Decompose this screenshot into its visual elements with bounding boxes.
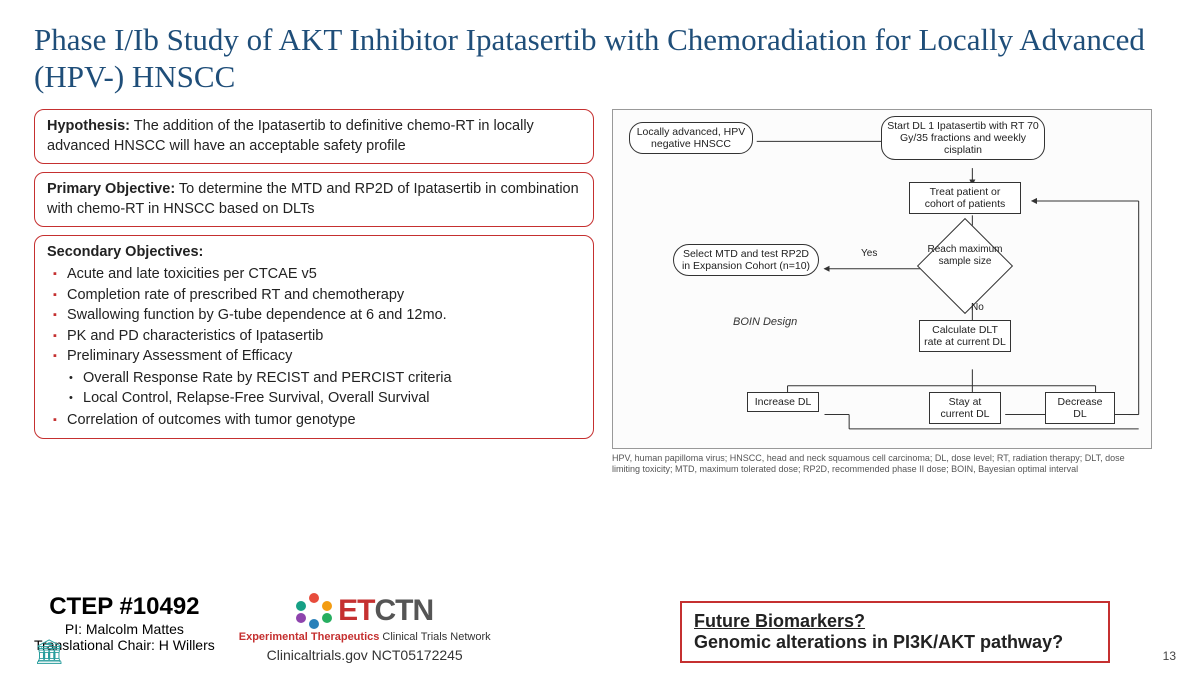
sec-sub-item: Local Control, Relapse-Free Survival, Ov… [69,389,581,409]
flow-abbrev: HPV, human papilloma virus; HNSCC, head … [612,453,1152,474]
sec-item: Correlation of outcomes with tumor genot… [53,411,581,431]
secondary-sublist: Overall Response Rate by RECIST and PERC… [47,369,581,409]
etctn-subtitle: Experimental Therapeutics Clinical Trial… [239,631,491,643]
flow-yes-label: Yes [861,248,877,260]
flow-start-node: Locally advanced, HPV negative HNSCC [629,122,753,154]
hypothesis-lead: Hypothesis: [47,118,130,134]
hypothesis-box: Hypothesis: The addition of the Ipataser… [34,109,594,164]
flow-select-node: Select MTD and test RP2D in Expansion Co… [673,244,819,276]
secondary-list-2: Correlation of outcomes with tumor genot… [47,411,581,431]
flow-reach-label: Reach maximum sample size [927,244,1003,267]
boin-label: BOIN Design [733,316,797,329]
primary-lead: Primary Objective: [47,181,175,197]
secondary-box: Secondary Objectives: Acute and late tox… [34,235,594,439]
future-q1: Future Biomarkers? [694,611,865,631]
flow-no-label: No [971,302,984,314]
sec-item: Completion rate of prescribed RT and che… [53,286,581,306]
ctep-pi: PI: Malcolm Mattes [34,621,215,637]
etctn-ctn: CTN [375,594,434,627]
ctep-number: CTEP #10492 [34,593,215,621]
future-q2: Genomic alterations in PI3K/AKT pathway? [694,632,1096,653]
people-circle-icon [296,593,332,629]
secondary-list: Acute and late toxicities per CTCAE v5 C… [47,265,581,367]
primary-box: Primary Objective: To determine the MTD … [34,172,594,227]
flow-dl1-node: Start DL 1 Ipatasertib with RT 70 Gy/35 … [881,116,1045,160]
flow-inc-node: Increase DL [747,392,819,412]
right-column: Locally advanced, HPV negative HNSCC Sta… [612,109,1152,474]
etctn-sub-red: Experimental Therapeutics [239,631,380,643]
flow-dec-node: Decrease DL [1045,392,1115,424]
etctn-et: ET [338,594,374,627]
flowchart: Locally advanced, HPV negative HNSCC Sta… [612,109,1152,449]
slide-title: Phase I/Ib Study of AKT Inhibitor Ipatas… [34,22,1166,95]
sec-item: Swallowing function by G-tube dependence… [53,306,581,326]
content-row: Hypothesis: The addition of the Ipataser… [34,109,1166,474]
left-column: Hypothesis: The addition of the Ipataser… [34,109,594,474]
future-biomarkers-box: Future Biomarkers? Genomic alterations i… [680,601,1110,663]
etctn-wordmark: ETCTN [338,594,433,628]
secondary-lead: Secondary Objectives: [47,244,203,260]
sec-item: PK and PD characteristics of Ipatasertib [53,327,581,347]
sec-sub-item: Overall Response Rate by RECIST and PERC… [69,369,581,389]
etctn-logo: ETCTN [239,593,491,629]
etctn-block: ETCTN Experimental Therapeutics Clinical… [239,593,491,663]
sec-item: Acute and late toxicities per CTCAE v5 [53,265,581,285]
slide: Phase I/Ib Study of AKT Inhibitor Ipatas… [0,0,1200,675]
flow-treat-node: Treat patient or cohort of patients [909,182,1021,214]
etctn-sub-rest: Clinical Trials Network [379,631,490,643]
flow-calc-node: Calculate DLT rate at current DL [919,320,1011,352]
clinicaltrials-id: Clinicaltrials.gov NCT05172245 [239,647,491,663]
flow-stay-node: Stay at current DL [929,392,1001,424]
institution-icon: 🏛 [34,638,64,667]
footer-row: CTEP #10492 PI: Malcolm Mattes Translati… [34,593,594,663]
sec-item: Preliminary Assessment of Efficacy [53,347,581,367]
page-number: 13 [1163,649,1176,663]
